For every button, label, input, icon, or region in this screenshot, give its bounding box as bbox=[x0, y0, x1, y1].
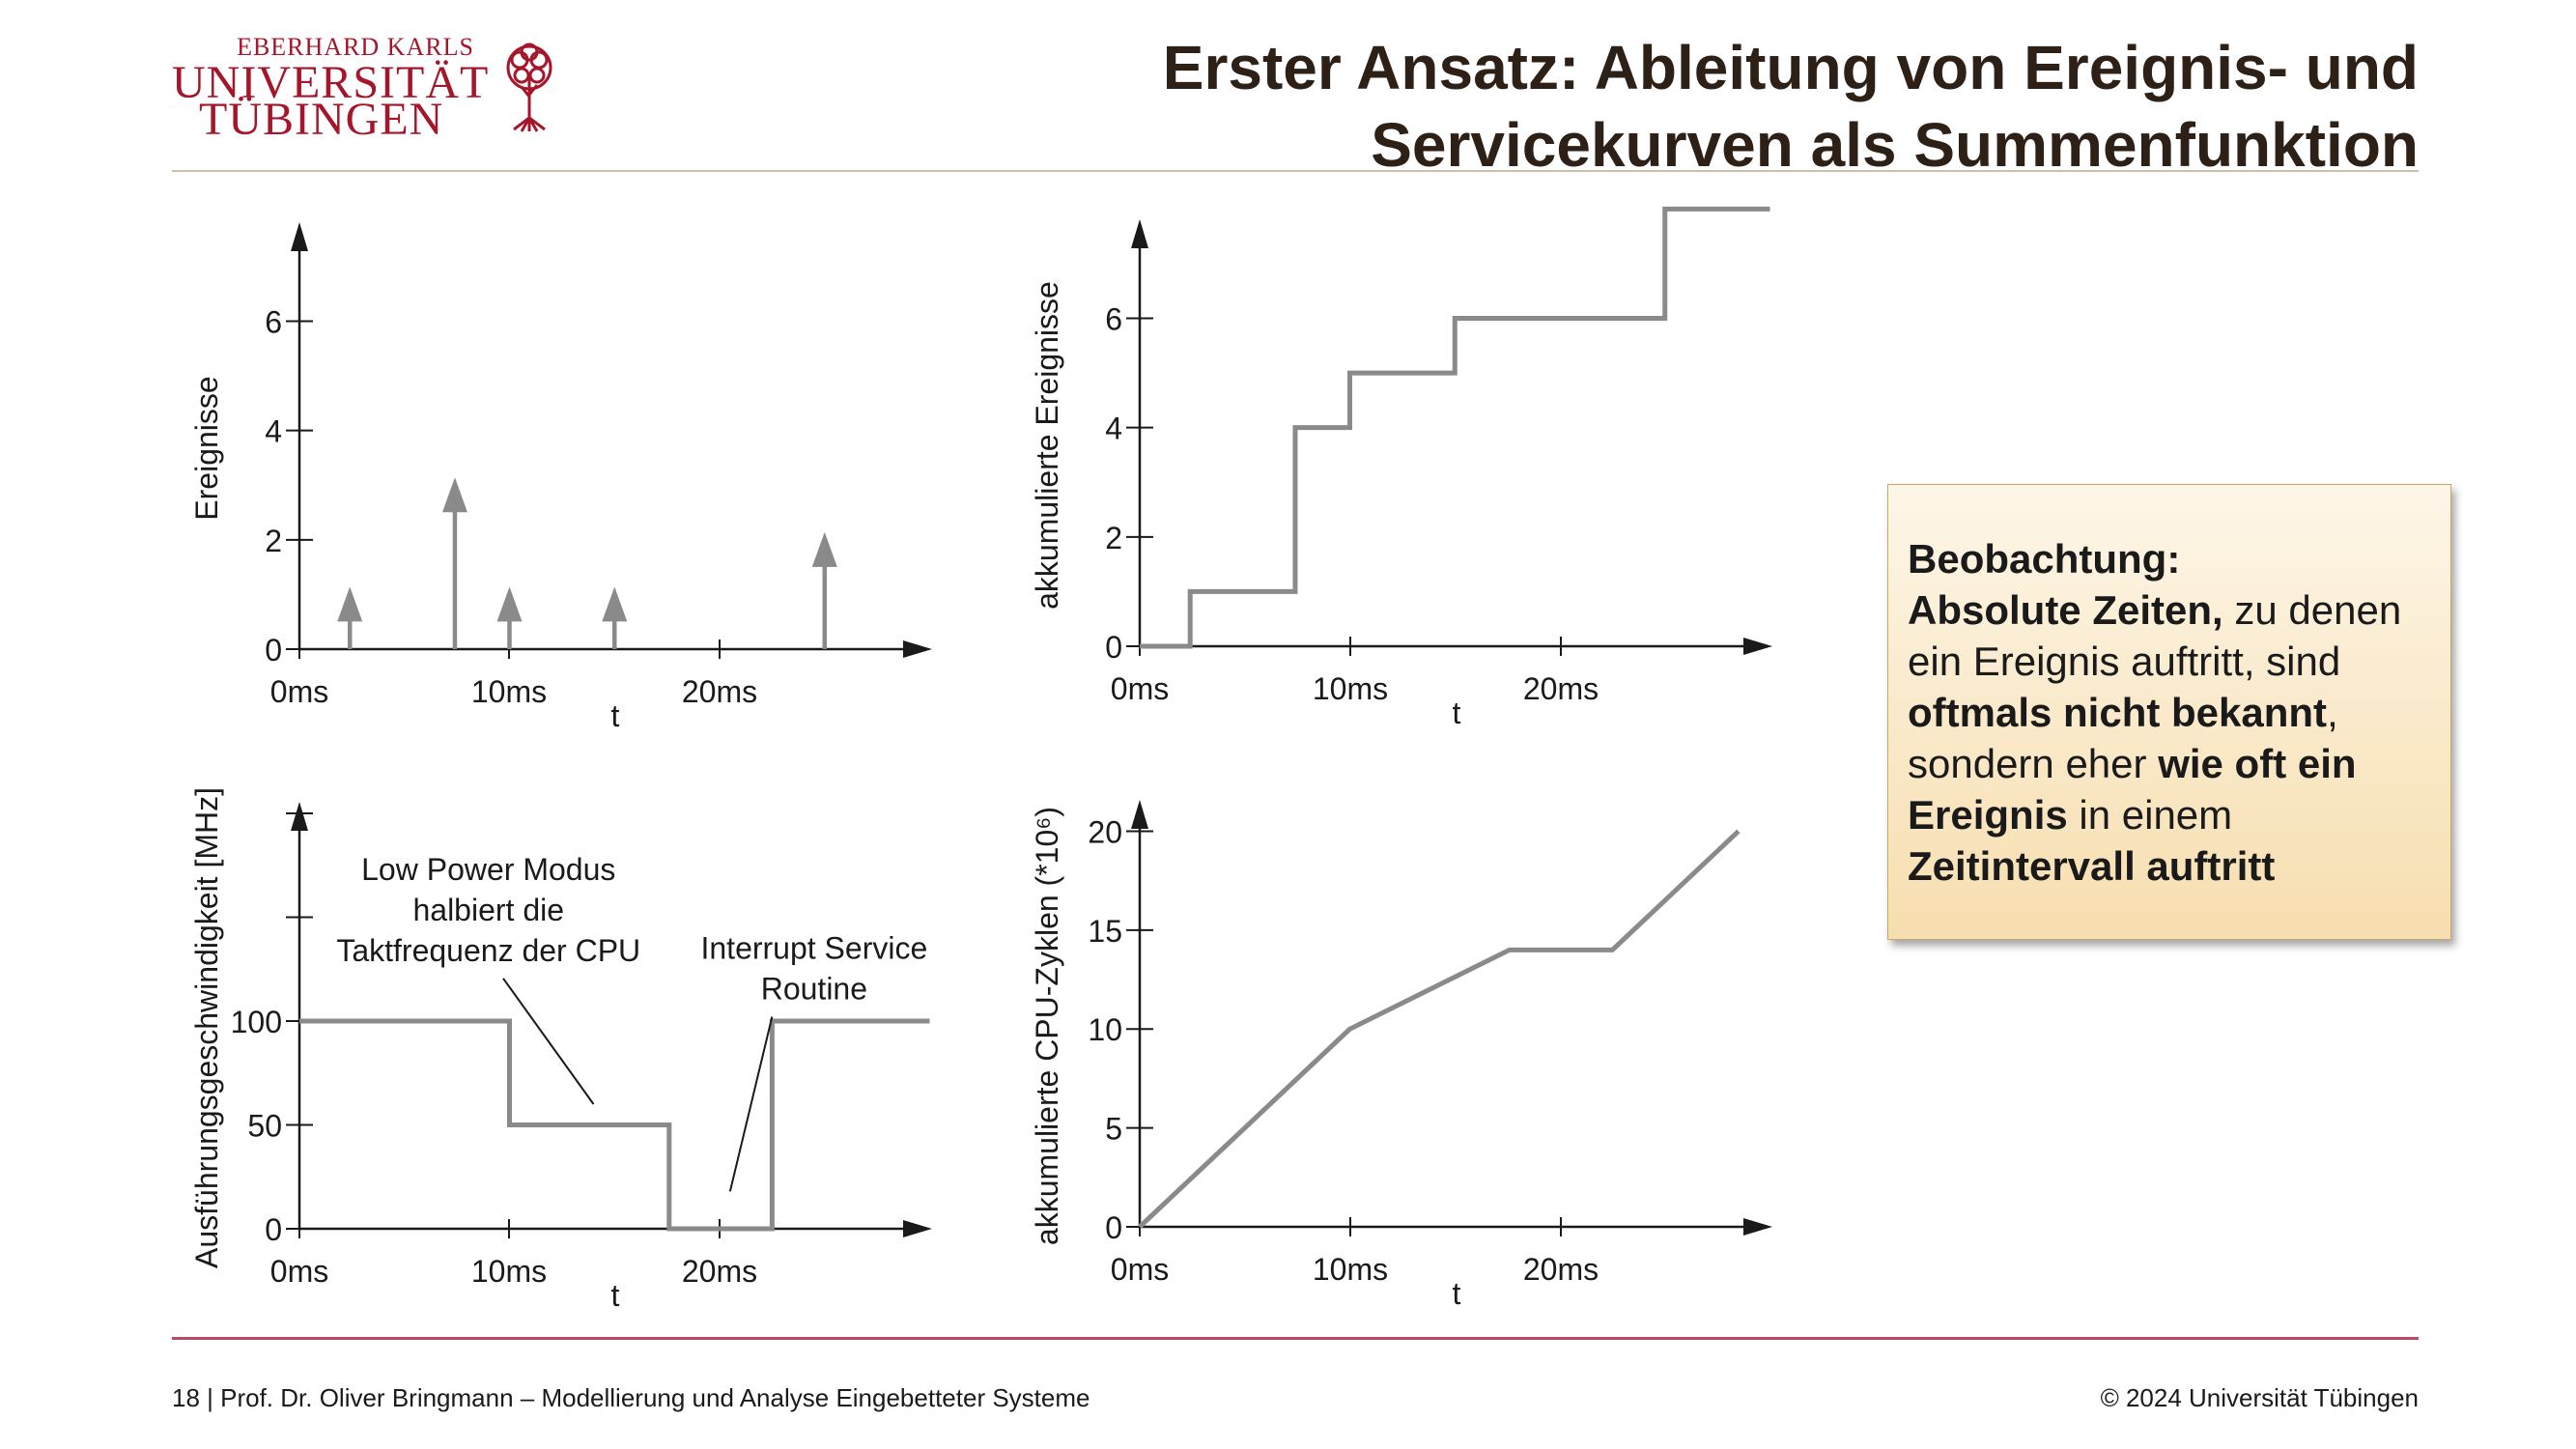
y-tick-label: 2 bbox=[1105, 521, 1122, 555]
y-tick-label: 6 bbox=[1105, 302, 1122, 337]
callout-text-bold-1: Absolute Zeiten, bbox=[1908, 587, 2223, 633]
header-divider bbox=[172, 170, 2419, 172]
callout-text-2: , sondern eher bbox=[1908, 690, 2338, 786]
series-line bbox=[299, 1018, 930, 1232]
y-tick-label: 15 bbox=[1088, 914, 1122, 949]
footer-course-info: 18 | Prof. Dr. Oliver Bringmann – Modell… bbox=[172, 1383, 1090, 1412]
logo-line-2: UNIVERSITÄT bbox=[172, 57, 490, 108]
series-line bbox=[1138, 829, 1741, 1229]
y-axis-label: akkumulierte Ereignisse bbox=[1030, 281, 1064, 610]
y-axis-label: Ausführungsgeschwindigkeit [MHz] bbox=[189, 787, 224, 1268]
y-tick-label: 50 bbox=[247, 1109, 282, 1144]
y-axis-label: akkumulierte CPU-Zyklen (*10⁶) bbox=[1030, 807, 1064, 1245]
chart-1: 0ms 10ms 20ms t 0 2 4 6 Ereignisse bbox=[189, 222, 932, 733]
footer-copyright: © 2024 Universität Tübingen bbox=[2100, 1383, 2419, 1412]
x-axis-arrow bbox=[1743, 1218, 1772, 1236]
chart-4: 0ms 10ms 20ms t 0 5 10 15 20 akkumulierte CPU-Zyk… bbox=[1030, 800, 1772, 1311]
x-tick-label: 20ms bbox=[682, 674, 757, 709]
y-tick-label: 100 bbox=[231, 1005, 282, 1039]
x-tick-label: 10ms bbox=[1313, 671, 1388, 706]
title-line-2: Servicekurven als Summenfunktion bbox=[1371, 110, 2419, 180]
event-arrowhead bbox=[337, 586, 363, 622]
observation-callout: Beobachtung: Absolute Zeiten, zu denen e… bbox=[1887, 484, 2451, 940]
y-axis-label: Ereignisse bbox=[189, 376, 224, 520]
x-tick-label: 0ms bbox=[1111, 1252, 1169, 1287]
y-tick-label: 4 bbox=[1105, 412, 1122, 446]
y-tick-label: 10 bbox=[1088, 1012, 1122, 1047]
y-tick-label: 0 bbox=[1105, 630, 1122, 665]
callout-text-1: zu denen ein Ereignis auftritt, sind bbox=[1908, 587, 2402, 684]
series-line bbox=[1140, 206, 1770, 649]
annotation-line: Interrupt Service bbox=[700, 931, 927, 966]
tree-seal-icon bbox=[506, 43, 552, 132]
page-title: Erster Ansatz: Ableitung von Ereignis- u… bbox=[777, 29, 2419, 184]
x-axis-arrow bbox=[1743, 638, 1772, 655]
x-axis-label: t bbox=[1453, 696, 1461, 730]
logo-line-3: TÜBINGEN bbox=[199, 94, 444, 145]
x-tick-label: 0ms bbox=[270, 1254, 328, 1289]
annotation-line: Taktfrequenz der CPU bbox=[336, 933, 640, 968]
chart-3: 0ms 10ms 20ms t 0 50 100Ausführungsgeschwindig… bbox=[189, 787, 932, 1313]
x-axis-arrow bbox=[903, 640, 932, 658]
y-tick-label: 0 bbox=[265, 1212, 282, 1247]
callout-heading: Beobachtung: bbox=[1908, 536, 2181, 582]
logo-line-1: EBERHARD KARLS bbox=[237, 33, 474, 61]
title-line-1: Erster Ansatz: Ableitung von Ereignis- u… bbox=[1162, 33, 2419, 102]
x-tick-label: 20ms bbox=[682, 1254, 757, 1289]
y-axis-arrow bbox=[1131, 800, 1148, 829]
event-arrowhead bbox=[441, 477, 467, 513]
annotation-leader-line bbox=[502, 978, 595, 1105]
y-tick-label: 0 bbox=[265, 633, 282, 668]
y-axis-arrow bbox=[291, 222, 308, 251]
y-tick-label: 20 bbox=[1088, 814, 1122, 849]
x-axis-label: t bbox=[1453, 1276, 1461, 1311]
y-tick-label: 5 bbox=[1105, 1112, 1122, 1147]
x-axis-arrow bbox=[903, 1220, 932, 1237]
event-arrowhead bbox=[496, 586, 523, 622]
y-axis-arrow bbox=[1131, 219, 1148, 248]
y-tick-label: 6 bbox=[265, 305, 282, 340]
annotation-line: halbiert die bbox=[412, 893, 564, 927]
x-tick-label: 10ms bbox=[471, 1254, 547, 1289]
x-tick-label: 20ms bbox=[1523, 671, 1599, 706]
annotation-leader-line bbox=[728, 1016, 774, 1192]
y-tick-label: 4 bbox=[265, 414, 282, 449]
callout-text-bold-2: oftmals nicht bekannt bbox=[1908, 690, 2328, 735]
chart-2: 0ms 10ms 20ms t 0 2 4 6 akkumulierte Ereignisse bbox=[1030, 206, 1772, 730]
y-tick-label: 0 bbox=[1105, 1210, 1122, 1245]
x-tick-label: 0ms bbox=[270, 674, 328, 709]
x-tick-label: 10ms bbox=[1313, 1252, 1388, 1287]
callout-text-3: in einem bbox=[2067, 792, 2233, 838]
callout-text-bold-4: Zeitintervall auftritt bbox=[1908, 843, 2276, 889]
x-tick-label: 10ms bbox=[471, 674, 547, 709]
callout-text-bold-3: wie oft ein Ereignis bbox=[1908, 741, 2357, 838]
annotation-line: Low Power Modus bbox=[361, 852, 615, 887]
y-axis-arrow bbox=[291, 802, 308, 831]
event-arrowhead bbox=[602, 586, 628, 622]
x-tick-label: 0ms bbox=[1111, 671, 1169, 706]
x-tick-label: 20ms bbox=[1523, 1252, 1599, 1287]
annotation-line: Routine bbox=[761, 972, 867, 1007]
university-logo: EBERHARD KARLS UNIVERSITÄT TÜBINGEN bbox=[172, 33, 558, 145]
footer-divider bbox=[172, 1337, 2419, 1340]
y-tick-label: 2 bbox=[265, 524, 282, 558]
x-axis-label: t bbox=[611, 698, 620, 733]
event-arrowhead bbox=[811, 531, 837, 567]
x-axis-label: t bbox=[611, 1278, 620, 1313]
